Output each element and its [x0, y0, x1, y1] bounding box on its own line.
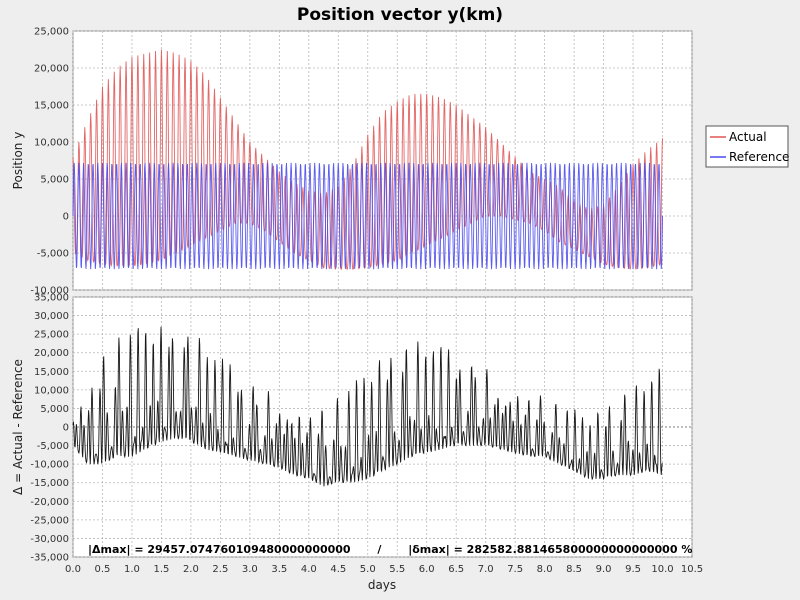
y-tick-label: -35,000 [30, 553, 69, 564]
x-tick-label: 9.5 [625, 564, 641, 575]
bottom-plot: 35,000 30,000 25,000 20,000 15,000 10,000 5,00… [11, 293, 693, 564]
x-tick-label: 10.0 [651, 564, 673, 575]
x-tick-label: 3.0 [242, 564, 258, 575]
x-tick-label: 0.5 [95, 564, 111, 575]
top-plot: 25,000 20,000 15,000 10,000 5,000 0 -5,000 -10,… [11, 27, 693, 297]
x-tick-label: 2.0 [183, 564, 199, 575]
x-tick-label: 3.5 [271, 564, 287, 575]
x-tick-label: 2.5 [212, 564, 228, 575]
y-tick-label: -30,000 [30, 534, 69, 545]
x-tick-label: 8.0 [537, 564, 553, 575]
x-tick-label: 6.0 [419, 564, 435, 575]
y-tick-label: 10,000 [34, 138, 69, 149]
legend: Actual Reference [705, 125, 789, 168]
y-tick-label: 5,000 [40, 175, 69, 186]
x-tick-label: 7.0 [478, 564, 494, 575]
series-line-- [72, 326, 663, 487]
y-tick-label: 0 [63, 423, 69, 434]
y-tick-label: 10,000 [34, 385, 69, 396]
y-tick-label: 20,000 [34, 64, 69, 75]
top-y-ticks: 25,000 20,000 15,000 10,000 5,000 0 -5,000 -10,… [30, 27, 69, 297]
y-tick-label: -20,000 [30, 497, 69, 508]
y-tick-label: -15,000 [30, 478, 69, 489]
top-plot-series [72, 49, 663, 271]
bottom-y-ticks: 35,000 30,000 25,000 20,000 15,000 10,000 5,00… [30, 293, 69, 564]
y-tick-label: -25,000 [30, 515, 69, 526]
y-tick-label: -5,000 [37, 441, 69, 452]
x-tick-label: 1.5 [153, 564, 169, 575]
y-tick-label: -10,000 [30, 286, 69, 297]
x-ticks: 0.0 0.5 1.0 1.5 2.0 2.5 3.0 3.5 4.0 4.5 5.0 5.5 6.0 6… [65, 564, 703, 575]
x-tick-label: 5.5 [389, 564, 405, 575]
x-tick-label: 8.5 [566, 564, 582, 575]
x-tick-label: 10.5 [681, 564, 703, 575]
y-tick-label: -10,000 [30, 460, 69, 471]
y-tick-label: 25,000 [34, 330, 69, 341]
y-tick-label: -5,000 [37, 249, 69, 260]
x-tick-label: 5.0 [360, 564, 376, 575]
y-tick-label: 35,000 [34, 293, 69, 304]
delta-max-annotation: |Δmax| = 29457.074760109480000000000 / |… [88, 543, 692, 556]
chart-title: Position vector y(km) [297, 5, 503, 25]
x-tick-label: 6.5 [448, 564, 464, 575]
y-tick-label: 15,000 [34, 367, 69, 378]
x-tick-label: 4.0 [301, 564, 317, 575]
x-tick-label: 4.5 [330, 564, 346, 575]
y-tick-label: 5,000 [40, 404, 69, 415]
series-line-reference [72, 162, 663, 270]
x-tick-label: 7.5 [507, 564, 523, 575]
x-tick-label: 1.0 [124, 564, 140, 575]
y-tick-label: 15,000 [34, 101, 69, 112]
y-tick-label: 30,000 [34, 311, 69, 322]
legend-actual-label: Actual [729, 130, 767, 144]
x-axis-label: days [368, 578, 396, 592]
bottom-y-axis-label: Δ = Actual - Reference [11, 359, 25, 495]
x-tick-label: 0.0 [65, 564, 81, 575]
bottom-plot-series [72, 326, 663, 487]
series-line-actual [72, 49, 663, 271]
x-tick-label: 9.0 [596, 564, 612, 575]
y-tick-label: 0 [63, 212, 69, 223]
legend-box [705, 125, 789, 168]
y-tick-label: 20,000 [34, 348, 69, 359]
legend-reference-label: Reference [729, 150, 789, 164]
top-y-axis-label: Position y [11, 132, 25, 190]
y-tick-label: 25,000 [34, 27, 69, 38]
